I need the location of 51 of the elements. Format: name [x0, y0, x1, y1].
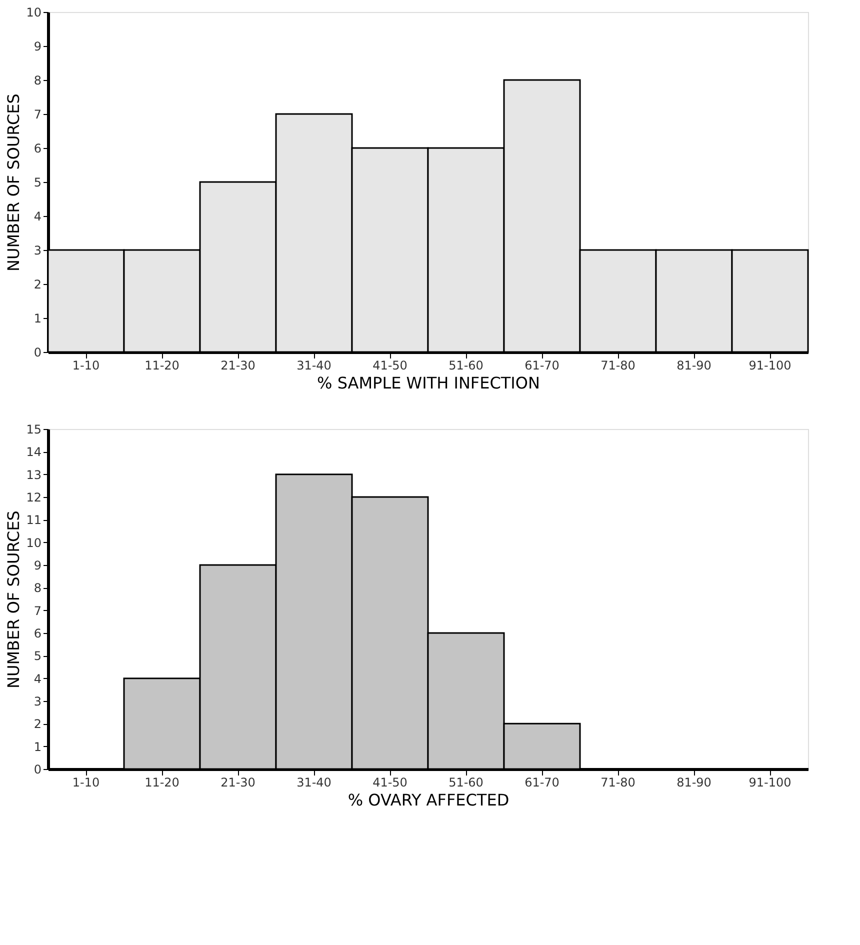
y-tick-label: 12	[26, 490, 42, 504]
y-axis-title: NUMBER OF SOURCES	[4, 94, 24, 272]
x-tick-label: 91-100	[748, 776, 792, 790]
x-tick-label: 31-40	[296, 358, 332, 372]
x-axis-title: % OVARY AFFECTED	[348, 790, 510, 810]
y-tick-label: 0	[34, 346, 42, 360]
x-tick-label: 51-60	[448, 358, 484, 372]
y-tick-label: 9	[34, 558, 42, 572]
x-tick-label: 1-10	[72, 776, 100, 790]
y-tick-label: 7	[34, 604, 42, 618]
y-tick-label: 6	[34, 142, 42, 156]
x-tick-label: 1-10	[72, 358, 100, 372]
y-tick-label: 14	[26, 445, 42, 460]
x-tick-label: 51-60	[448, 776, 484, 790]
x-tick-label: 81-90	[676, 776, 712, 790]
y-tick-label: 1	[34, 740, 42, 754]
y-tick-label: 7	[34, 108, 42, 122]
y-tick-label: 10	[26, 6, 42, 20]
x-tick-label: 31-40	[296, 776, 332, 790]
y-tick-label: 2	[34, 278, 42, 292]
x-tick-label: 41-50	[372, 358, 408, 372]
y-tick-label: 5	[34, 649, 42, 664]
y-tick-label: 0	[34, 762, 42, 776]
x-tick-label: 41-50	[372, 776, 408, 790]
y-tick-label: 4	[34, 672, 42, 686]
x-tick-label: 71-80	[600, 776, 636, 790]
y-tick-label: 13	[26, 468, 42, 482]
y-tick-label: 1	[34, 312, 42, 326]
x-tick-label: 81-90	[676, 358, 712, 372]
x-tick-label: 71-80	[600, 358, 636, 372]
y-tick-label: 3	[34, 694, 42, 708]
y-tick-label: 3	[34, 244, 42, 258]
y-tick-label: 8	[34, 581, 42, 596]
x-tick-label: 21-30	[220, 776, 256, 790]
x-tick-label: 61-70	[524, 776, 560, 790]
y-tick-label: 11	[26, 513, 42, 528]
x-tick-label: 21-30	[220, 358, 256, 372]
y-tick-label: 4	[34, 210, 42, 224]
x-tick-label: 61-70	[524, 358, 560, 372]
x-tick-label: 11-20	[144, 358, 180, 372]
x-axis-title: % SAMPLE WITH INFECTION	[317, 374, 540, 392]
y-tick-label: 10	[26, 536, 42, 550]
y-tick-label: 15	[26, 422, 42, 436]
y-tick-label: 5	[34, 176, 42, 190]
x-tick-label: 91-100	[748, 358, 792, 372]
y-tick-label: 6	[34, 626, 42, 640]
y-tick-label: 8	[34, 74, 42, 88]
y-tick-label: 9	[34, 40, 42, 54]
y-axis-title: NUMBER OF SOURCES	[4, 510, 24, 688]
x-tick-label: 11-20	[144, 776, 180, 790]
y-tick-label: 2	[34, 717, 42, 732]
